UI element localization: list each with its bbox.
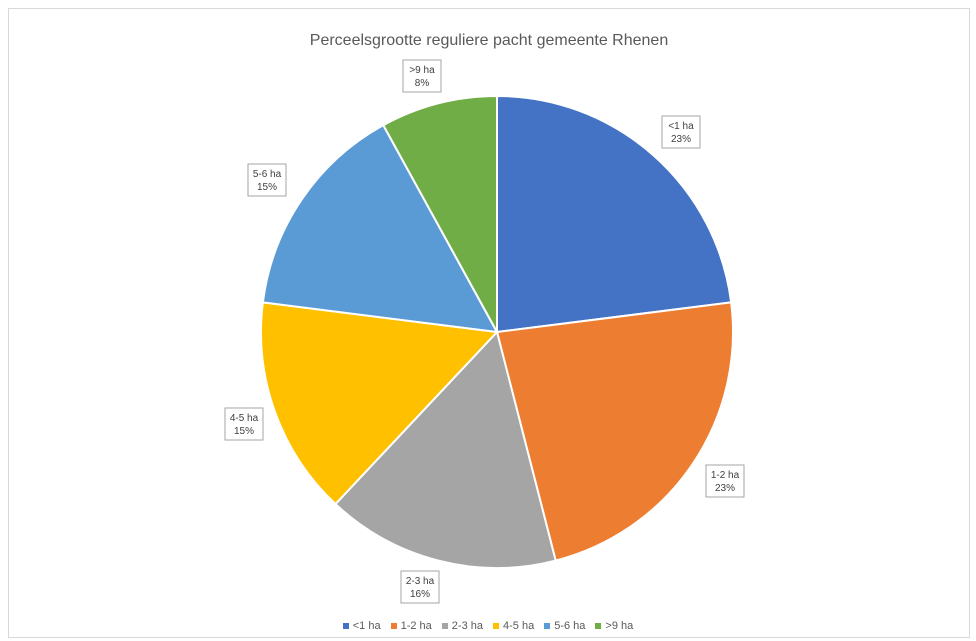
legend-item: >9 ha	[595, 620, 633, 632]
label-category: <1 ha	[668, 121, 694, 132]
label-value: 15%	[257, 182, 277, 193]
label-box	[402, 59, 442, 93]
legend-label: 1-2 ha	[400, 620, 432, 632]
label-value: 15%	[234, 426, 254, 437]
label-category: 2-3 ha	[406, 576, 435, 587]
legend-label: 5-6 ha	[554, 620, 586, 632]
label-category: >9 ha	[409, 65, 435, 76]
pie-slice-2	[495, 301, 734, 562]
legend-label: 2-3 ha	[451, 620, 483, 632]
legend-item: <1 ha	[342, 620, 381, 632]
chart-title: Perceelsgrootte reguliere pacht gemeente…	[309, 32, 669, 49]
legend-label: 4-5 ha	[503, 620, 535, 632]
legend-label: <1 ha	[352, 620, 381, 632]
label-value: 8%	[415, 78, 430, 89]
legend-swatch	[390, 623, 397, 629]
legend-item: 2-3 ha	[441, 620, 483, 632]
legend-item: 5-6 ha	[544, 620, 585, 632]
pie-slice-3	[334, 329, 557, 569]
chart-legend: <1 ha 1-2 ha 2-3 ha 4-5 ha 5-6 ha >9 ha	[0, 620, 976, 632]
data-label-2: 1-2 ha 23%	[705, 464, 745, 498]
data-label-6: >9 ha 8%	[402, 59, 442, 93]
label-category: 5-6 ha	[253, 169, 282, 180]
label-value: 23%	[715, 483, 735, 494]
label-box	[661, 115, 701, 149]
legend-swatch	[441, 623, 448, 629]
pie-slice-6	[381, 94, 498, 333]
legend-item: 1-2 ha	[390, 620, 432, 632]
legend-swatch	[493, 623, 499, 629]
pie-slice-4	[260, 301, 500, 506]
legend-item: 4-5 ha	[493, 620, 534, 632]
label-box	[705, 464, 745, 498]
label-box	[224, 407, 264, 441]
label-value: 16%	[410, 589, 430, 600]
data-label-4: 4-5 ha 15%	[224, 407, 264, 441]
legend-label: >9 ha	[605, 620, 634, 632]
pie-slice-5	[261, 123, 499, 334]
label-box	[247, 163, 287, 197]
legend-swatch	[342, 623, 349, 629]
legend-swatch	[544, 623, 551, 629]
label-category: 4-5 ha	[230, 413, 259, 424]
label-category: 1-2 ha	[711, 470, 740, 481]
pie-slice-1	[496, 94, 733, 334]
data-label-3: 2-3 ha 16%	[400, 570, 440, 604]
label-value: 23%	[671, 134, 691, 145]
label-box	[400, 570, 440, 604]
legend-swatch	[595, 623, 602, 629]
data-label-1: <1 ha 23%	[661, 115, 701, 149]
data-label-5: 5-6 ha 15%	[247, 163, 287, 197]
